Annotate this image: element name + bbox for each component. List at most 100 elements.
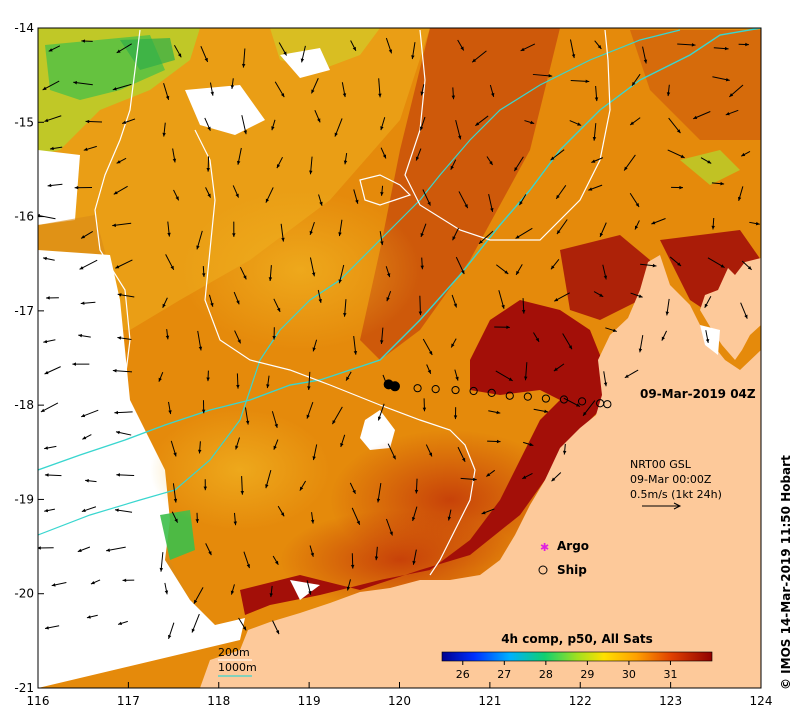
current-arrow [201, 400, 206, 414]
current-arrow [318, 194, 323, 206]
current-arrow [85, 119, 102, 124]
current-arrow [272, 327, 276, 340]
current-arrow [271, 411, 278, 428]
current-arrow [42, 256, 55, 261]
current-arrow [563, 397, 581, 407]
current-arrow [486, 156, 494, 166]
current-arrow [521, 298, 526, 314]
current-arrow [271, 119, 276, 131]
current-arrow [338, 264, 345, 284]
current-arrow [269, 585, 273, 598]
current-arrow [707, 257, 725, 269]
ship-position-marker [523, 392, 532, 401]
current-arrow [309, 257, 316, 277]
current-arrow [233, 512, 237, 526]
current-arrow [351, 507, 361, 525]
current-arrow [515, 227, 533, 239]
ship-marker-icon [538, 565, 548, 575]
current-arrow [163, 83, 170, 101]
cloud-mask [280, 48, 330, 78]
current-arrow [667, 149, 685, 159]
current-arrow [605, 327, 617, 333]
current-arrow [425, 444, 433, 457]
current-arrow [570, 79, 590, 84]
current-scale-label: 0.5m/s (1kt 24h) [630, 488, 722, 501]
current-arrow [495, 370, 513, 382]
cloud-mask [38, 150, 80, 225]
current-arrow [241, 48, 246, 68]
current-arrow [415, 148, 422, 161]
current-arrow [235, 437, 240, 450]
current-arrow [729, 84, 744, 98]
current-arrow [450, 159, 457, 170]
map-plot-area [38, 28, 761, 688]
current-arrow [452, 227, 459, 241]
colorbar-tick-label: 31 [663, 668, 677, 681]
current-arrow [457, 446, 466, 463]
current-arrow [489, 84, 495, 97]
current-arrow [115, 430, 132, 436]
current-arrow [738, 42, 749, 47]
current-arrow [117, 336, 132, 341]
current-arrow [72, 362, 90, 366]
sst-hot-coastal [240, 300, 610, 615]
current-arrow [38, 546, 54, 550]
current-arrow [122, 118, 136, 124]
current-arrow [233, 291, 240, 305]
current-arrow [380, 185, 384, 196]
current-arrow [386, 290, 392, 302]
colorbar-ticks: 26 27 28 29 30 31 [456, 661, 677, 681]
current-arrow [533, 408, 549, 414]
current-arrow [272, 620, 280, 635]
current-arrow [198, 441, 202, 454]
current-vectors [38, 37, 760, 640]
current-arrow [740, 302, 748, 319]
current-arrow [165, 254, 175, 271]
current-arrow [193, 587, 204, 605]
current-arrow [278, 42, 287, 56]
current-arrow [522, 472, 533, 480]
current-arrow [457, 39, 465, 51]
current-arrow [374, 546, 379, 561]
current-arrow [122, 578, 135, 583]
current-arrow [661, 330, 668, 341]
current-arrow [165, 329, 170, 340]
current-arrow [346, 579, 351, 591]
cloud-mask [700, 325, 720, 355]
ship-position-marker [413, 384, 422, 393]
current-arrow [243, 551, 250, 569]
current-arrow [312, 444, 318, 461]
current-arrow [205, 187, 211, 198]
current-arrow [380, 327, 384, 345]
current-arrow [414, 478, 419, 494]
current-arrow [307, 371, 311, 390]
current-arrow [602, 264, 608, 280]
current-arrow [562, 443, 567, 455]
current-arrow [629, 192, 640, 208]
current-arrow [638, 335, 644, 353]
current-arrow [51, 582, 67, 587]
argo-legend-label: Argo [557, 539, 589, 553]
y-tick-label: -19 [14, 492, 34, 506]
colorbar-tick-label: 30 [622, 668, 636, 681]
current-arrow [265, 470, 272, 489]
current-arrow [268, 265, 273, 282]
current-arrow [426, 364, 432, 374]
current-arrow [312, 339, 318, 352]
cloud-mask-west [38, 250, 245, 688]
current-arrow [334, 118, 343, 137]
current-arrow [331, 406, 343, 425]
current-arrow [206, 370, 210, 382]
current-arrow [170, 440, 177, 457]
colorbar-tick-label: 28 [539, 668, 553, 681]
current-arrow [306, 580, 312, 595]
current-arrow [236, 147, 242, 165]
cloud-mask [185, 85, 265, 135]
contour-legend: 200m 1000m [218, 646, 257, 677]
current-arrow [495, 264, 509, 275]
current-arrow [553, 363, 565, 372]
current-arrow [168, 401, 172, 415]
x-tick-label: 123 [659, 694, 682, 708]
current-arrow [86, 614, 98, 619]
colorbar-tick-label: 29 [580, 668, 594, 681]
